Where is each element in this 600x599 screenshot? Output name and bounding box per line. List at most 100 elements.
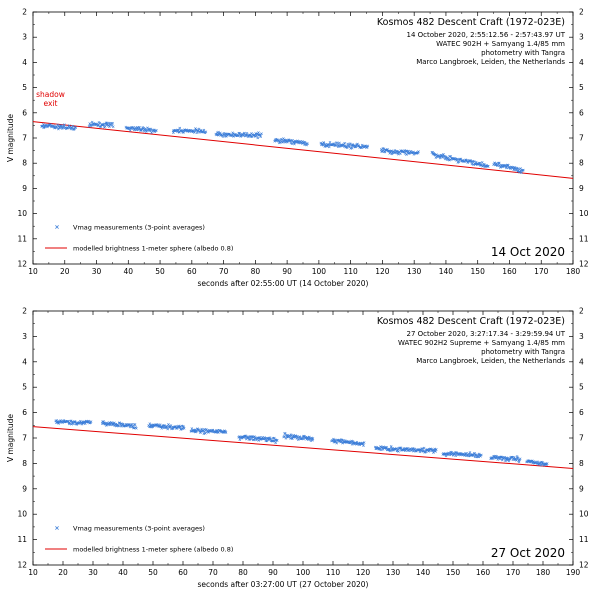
measurement-cluster [171, 126, 208, 135]
data-point [247, 438, 251, 441]
data-point [237, 134, 240, 137]
data-point [111, 121, 114, 125]
x-tick-label: 160 [502, 267, 517, 276]
y-tick-label: 5 [22, 383, 27, 392]
data-point [182, 427, 186, 430]
x-tick-label: 190 [566, 568, 581, 577]
data-point [43, 125, 47, 129]
data-point [343, 141, 346, 145]
data-point [155, 128, 158, 132]
measurement-cluster [330, 437, 366, 448]
data-point [132, 126, 135, 129]
legend-label: modelled brightness 1-meter sphere (albe… [73, 244, 233, 252]
data-point [413, 447, 417, 451]
data-point [306, 142, 309, 146]
data-point [211, 428, 215, 432]
data-point [504, 459, 507, 463]
y-tick-label: 3 [22, 33, 27, 42]
x-tick-label: 50 [155, 267, 165, 276]
data-point [438, 156, 442, 160]
data-point [412, 449, 415, 453]
measurement-cluster [319, 141, 370, 150]
y-tick-label-right: 8 [579, 159, 584, 168]
data-point [97, 124, 100, 127]
x-tick-label: 130 [386, 568, 401, 577]
data-point [238, 438, 242, 441]
y-tick-label: 8 [22, 159, 27, 168]
data-point [468, 451, 472, 454]
data-point [522, 168, 525, 172]
data-point [327, 145, 331, 149]
x-tick-label: 30 [92, 267, 102, 276]
data-point [267, 438, 270, 442]
data-point [516, 169, 520, 173]
x-tick-label: 170 [506, 568, 521, 577]
y-tick-label-right: 4 [579, 357, 584, 366]
data-point [217, 130, 220, 134]
date-label: 14 Oct 2020 [491, 245, 565, 259]
legend-label: Vmag measurements (3-point averages) [73, 223, 205, 231]
data-point [293, 142, 296, 146]
measurement-cluster [282, 431, 315, 443]
data-point [350, 442, 354, 446]
info-line: 14 October 2020, 2:55:12.56 - 2:57:43.97… [407, 31, 566, 39]
data-point [256, 136, 260, 140]
y-tick-label: 6 [22, 108, 27, 117]
legend-label: modelled brightness 1-meter sphere (albe… [73, 545, 233, 553]
data-point [178, 130, 181, 134]
y-tick-label-right: 9 [579, 484, 584, 493]
data-point [496, 458, 500, 461]
data-point [454, 454, 458, 457]
x-tick-label: 140 [439, 267, 454, 276]
data-point [282, 139, 285, 143]
data-point [506, 164, 510, 167]
data-point [336, 141, 339, 145]
measurement-cluster [147, 422, 186, 431]
chart-panel-2: 10 20 30 40 50 60 70 80 90 100 110 120 130 140 150 160 1… [6, 307, 589, 590]
data-point [405, 153, 408, 156]
annotation-text: shadow [36, 90, 65, 99]
x-tick-label: 90 [282, 267, 292, 276]
data-point [190, 427, 194, 430]
data-point [518, 457, 522, 461]
data-point [258, 435, 262, 439]
data-point [305, 143, 309, 147]
data-point [195, 128, 198, 131]
y-tick-label-right: 3 [579, 332, 584, 341]
x-axis: 10 20 30 40 50 60 70 80 90 100 110 120 130 140 150 160 1… [28, 311, 580, 577]
data-point [361, 442, 364, 445]
measurement-cluster [273, 137, 309, 147]
x-tick-label: 80 [238, 568, 248, 577]
x-tick-label: 70 [219, 267, 229, 276]
data-point [245, 131, 249, 135]
data-point [136, 128, 140, 131]
measurement-series [54, 419, 549, 467]
y-tick-label: 6 [22, 408, 27, 417]
data-point [496, 163, 500, 167]
data-point [130, 422, 134, 426]
data-point [506, 458, 509, 462]
data-point [467, 452, 471, 456]
data-point [376, 446, 380, 450]
data-point [406, 447, 410, 450]
measurement-cluster [189, 427, 228, 436]
measurement-cluster [489, 454, 522, 464]
data-point [175, 426, 179, 430]
date-label: 27 Oct 2020 [491, 546, 565, 560]
data-point [497, 161, 501, 165]
measurement-series [40, 120, 525, 174]
data-point [274, 441, 277, 445]
data-point [397, 450, 400, 453]
data-point [192, 131, 196, 134]
measurement-cluster [124, 125, 158, 134]
y-tick-label-right: 12 [579, 561, 589, 570]
info-line: WATEC 902H2 Supreme + Samyang 1.4/85 mm [398, 339, 565, 347]
data-point [396, 152, 400, 156]
data-point [108, 125, 111, 128]
data-point [74, 420, 77, 424]
measurement-cluster [525, 459, 549, 467]
data-point [399, 152, 402, 156]
data-point [480, 453, 483, 457]
measurement-cluster [237, 434, 279, 445]
y-tick-label-right: 5 [579, 383, 584, 392]
